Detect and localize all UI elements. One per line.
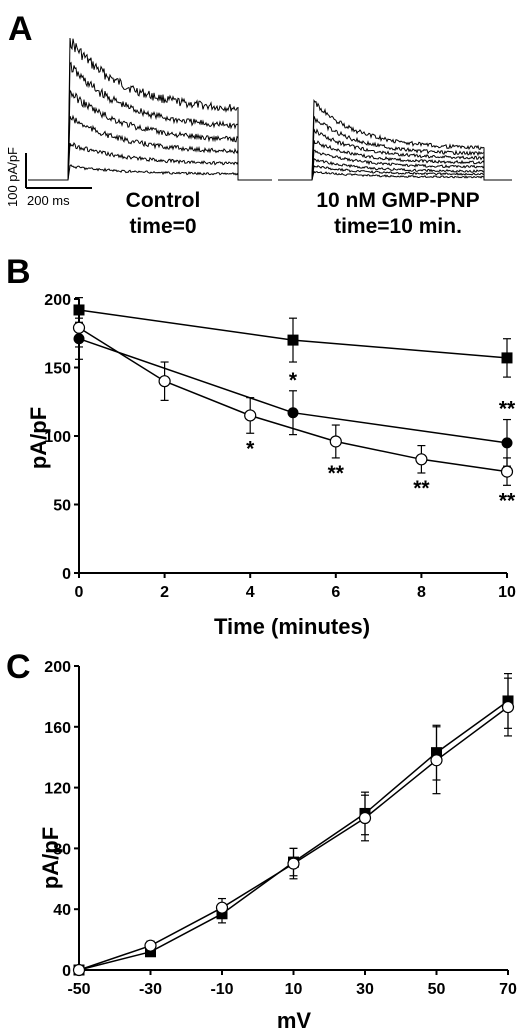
x-tick-label: 30 <box>356 981 374 998</box>
current-trace <box>28 37 272 181</box>
significance-mark: ** <box>328 462 345 485</box>
x-tick-label: -10 <box>210 981 233 998</box>
data-point-open-circle <box>500 465 514 478</box>
y-tick-label: 80 <box>53 841 71 858</box>
data-point-square <box>73 304 85 316</box>
panel-letter-c: C <box>6 648 31 686</box>
significance-mark: * <box>289 369 298 392</box>
current-traces <box>28 37 512 181</box>
x-tick-label: 2 <box>160 584 169 601</box>
data-point-open-circle <box>158 375 171 388</box>
x-tick-label: 6 <box>331 584 340 601</box>
y-tick-label: 200 <box>44 292 71 309</box>
current-trace <box>278 157 512 181</box>
data-point-filled-circle <box>287 407 299 419</box>
y-tick-label: 0 <box>62 566 71 583</box>
iv-curve-plot: 0 40 80 120 160 200 -50 -30 -10 10 30 50 70 <box>44 659 517 998</box>
y-tick-label: 160 <box>44 720 71 737</box>
data-point-square <box>287 334 299 346</box>
y-tick-label: 120 <box>44 781 71 798</box>
data-point-open-circle <box>72 321 86 334</box>
x-tick-label: -30 <box>139 981 162 998</box>
y-tick-label: 0 <box>62 963 71 980</box>
current-trace <box>28 164 272 181</box>
data-point-open-circle <box>244 409 257 422</box>
data-point-open-circle <box>501 700 515 714</box>
data-point-square <box>501 352 513 364</box>
y-tick-label: 150 <box>44 361 71 378</box>
scale-label-y: 100 pA/pF <box>5 147 20 207</box>
x-tick-label: 0 <box>75 584 84 601</box>
panel-letter-a: A <box>8 10 33 48</box>
data-point-square <box>431 747 442 759</box>
x-tick-label: 50 <box>428 981 446 998</box>
current-trace <box>28 114 272 181</box>
series-line <box>78 706 509 971</box>
b-xlabel: Time (minutes) <box>214 614 370 639</box>
current-trace <box>28 61 272 181</box>
current-trace <box>278 140 512 181</box>
x-tick-label: 70 <box>499 981 517 998</box>
scale-label-x: 200 ms <box>27 193 70 208</box>
y-tick-label: 40 <box>53 902 71 919</box>
x-tick-label: 4 <box>246 584 255 601</box>
gmppnp-caption-line2: time=10 min. <box>334 215 462 238</box>
y-tick-label: 50 <box>53 498 71 515</box>
panel-letter-b: B <box>6 253 31 291</box>
panel-a: A 100 pA/pF 200 ms Control time=0 10 nM … <box>5 10 512 238</box>
control-caption-line1: Control <box>126 189 201 212</box>
current-trace <box>278 115 512 181</box>
data-point-filled-circle <box>501 437 513 449</box>
current-trace <box>278 128 512 181</box>
x-tick-label: 8 <box>417 584 426 601</box>
data-point-open-circle <box>415 453 428 466</box>
current-trace <box>278 149 512 181</box>
series-line <box>78 700 509 971</box>
x-tick-label: 10 <box>285 981 303 998</box>
current-trace <box>278 170 512 181</box>
data-point-open-circle <box>72 963 86 977</box>
data-point-open-circle <box>430 754 443 767</box>
y-tick-label: 200 <box>44 659 71 676</box>
significance-mark: ** <box>499 398 516 421</box>
current-trace <box>278 98 512 181</box>
b-ylabel: pA/pF <box>26 407 51 469</box>
current-trace <box>278 164 512 181</box>
data-point-open-circle <box>329 435 342 448</box>
data-point-open-circle <box>144 939 157 952</box>
current-trace <box>28 142 272 181</box>
c-xlabel: mV <box>277 1008 312 1033</box>
control-caption-line2: time=0 <box>129 215 196 238</box>
data-point-open-circle <box>287 857 300 870</box>
significance-mark: * <box>246 437 255 460</box>
data-point-filled-circle <box>73 333 85 345</box>
significance-mark: ** <box>413 477 430 500</box>
data-point-open-circle <box>358 811 372 825</box>
significance-mark: ** <box>499 489 516 512</box>
y-tick-label: 100 <box>44 429 71 446</box>
c-ylabel: pA/pF <box>38 827 63 889</box>
x-tick-label: -50 <box>67 981 90 998</box>
x-tick-label: 10 <box>498 584 516 601</box>
current-trace <box>28 88 272 181</box>
data-point-open-circle <box>215 901 229 914</box>
gmppnp-caption-line1: 10 nM GMP-PNP <box>316 189 479 212</box>
